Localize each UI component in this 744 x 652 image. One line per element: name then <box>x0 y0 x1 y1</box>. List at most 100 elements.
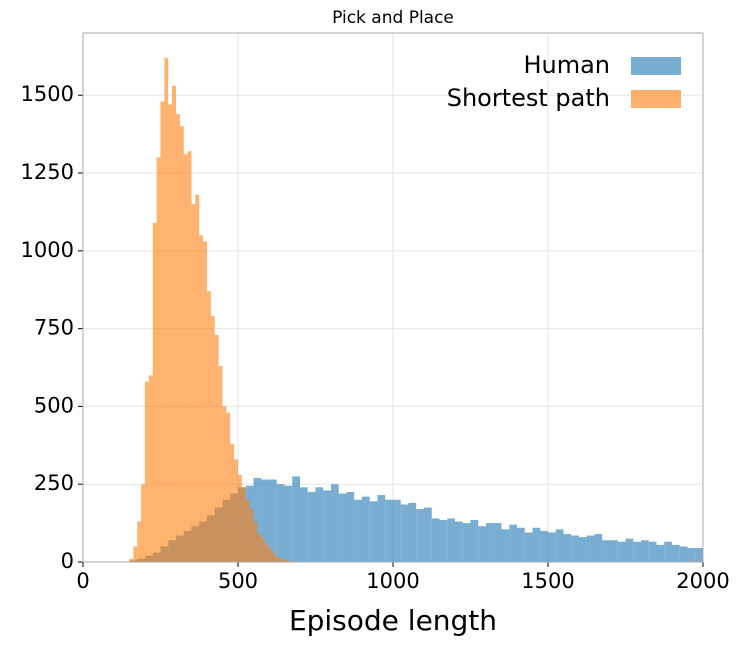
bar <box>300 487 308 562</box>
y-tick-label: 500 <box>34 393 74 417</box>
bar <box>633 542 641 562</box>
bar <box>199 235 203 562</box>
y-tick-label: 750 <box>34 316 74 340</box>
bar <box>172 86 176 562</box>
bar <box>471 520 479 562</box>
bar <box>250 509 254 562</box>
y-tick-label: 250 <box>34 471 74 495</box>
bar <box>277 557 281 562</box>
bar <box>168 105 172 562</box>
bar <box>316 487 324 562</box>
bar <box>203 241 207 562</box>
bar <box>447 518 455 562</box>
y-tick-label: 1250 <box>21 160 74 184</box>
bar <box>254 522 258 562</box>
bar <box>517 528 525 562</box>
bar <box>292 476 300 562</box>
bar <box>176 114 180 562</box>
bar <box>502 529 510 562</box>
bar <box>285 486 293 562</box>
bar <box>153 223 157 562</box>
bar <box>540 531 548 562</box>
bar <box>680 546 688 562</box>
bar <box>273 554 277 562</box>
bar <box>579 537 587 562</box>
x-tick-label: 1000 <box>366 569 419 593</box>
bar <box>672 545 680 562</box>
bar <box>641 540 649 562</box>
bar <box>494 523 502 562</box>
bar <box>188 151 192 562</box>
bar <box>133 546 137 562</box>
bar <box>161 101 165 562</box>
bar <box>230 444 234 562</box>
bar <box>385 500 393 562</box>
bar <box>223 406 227 562</box>
bar <box>207 291 211 562</box>
x-tick-label: 2000 <box>676 569 729 593</box>
bar <box>362 497 370 562</box>
bar <box>548 532 556 562</box>
bar <box>157 157 161 562</box>
bar <box>215 335 219 562</box>
bar <box>378 495 386 562</box>
bar <box>164 58 168 562</box>
bar <box>219 366 223 562</box>
bar <box>323 490 331 562</box>
bar <box>618 542 626 562</box>
bar <box>145 382 149 562</box>
bar <box>347 492 355 562</box>
bar <box>226 413 230 562</box>
bar <box>610 540 618 562</box>
bar <box>695 548 703 562</box>
bar <box>246 500 250 562</box>
bar <box>331 484 339 562</box>
bar <box>463 523 471 562</box>
bar <box>401 504 409 562</box>
bar <box>141 484 145 562</box>
bar <box>525 532 533 562</box>
bar <box>649 542 657 562</box>
bar <box>184 154 188 562</box>
bar <box>192 204 196 562</box>
bar <box>265 545 269 562</box>
bar <box>354 500 362 562</box>
y-tick-label: 1000 <box>21 238 74 262</box>
bar <box>137 522 141 562</box>
bar <box>242 487 246 562</box>
bar <box>571 536 579 562</box>
bar <box>509 525 517 562</box>
x-tick-label: 1500 <box>521 569 574 593</box>
bar <box>455 522 463 562</box>
bar <box>440 520 448 562</box>
bar <box>370 501 378 562</box>
y-tick-label: 1500 <box>21 82 74 106</box>
bar <box>211 316 215 562</box>
bar <box>432 518 440 562</box>
chart-title: Pick and Place <box>332 8 454 28</box>
bar <box>308 492 316 562</box>
bar <box>277 484 285 562</box>
bar <box>486 523 494 562</box>
bar <box>149 375 153 562</box>
legend-swatch <box>631 90 681 108</box>
bar <box>657 545 665 562</box>
bar <box>664 542 672 562</box>
x-tick-label: 500 <box>218 569 258 593</box>
bar <box>626 539 634 562</box>
x-axis-label: Episode length <box>289 604 497 637</box>
bar <box>195 195 199 562</box>
bar <box>269 550 273 562</box>
bar <box>688 548 696 562</box>
bar <box>602 540 610 562</box>
legend-label: Human <box>523 51 610 79</box>
bar <box>180 126 184 562</box>
bar <box>261 539 265 562</box>
bar <box>234 459 238 562</box>
bar <box>533 528 541 562</box>
bar <box>564 534 572 562</box>
bar <box>478 526 486 562</box>
bar <box>339 494 347 562</box>
legend-swatch <box>631 57 681 75</box>
